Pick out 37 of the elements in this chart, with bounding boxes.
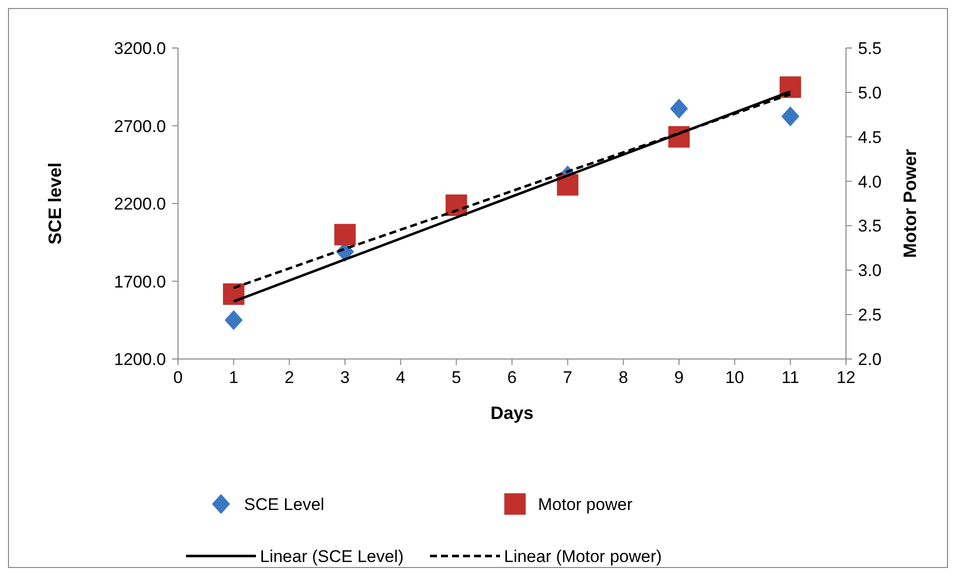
y2-tick-label: 4.5	[858, 128, 882, 147]
x-tick-label: 0	[173, 368, 183, 387]
x-tick-label: 11	[782, 368, 800, 387]
legend-label: Motor power	[538, 495, 633, 514]
legend-label: Linear (SCE Level)	[260, 547, 404, 566]
x-tick-label: 7	[562, 368, 572, 387]
x-tick-label: 8	[618, 368, 628, 387]
x-tick-label: 4	[396, 368, 406, 387]
x-tick-label: 5	[452, 368, 462, 387]
x-axis-title: Days	[490, 403, 534, 423]
point	[224, 310, 243, 330]
y2-axis-title: Motor Power	[900, 148, 920, 258]
x-tick-label: 2	[284, 368, 294, 387]
y2-tick-label: 4.0	[858, 172, 882, 192]
y2-tick-label: 5.5	[858, 39, 882, 58]
point	[334, 224, 356, 246]
y-axis-title: SCE level	[45, 162, 65, 245]
x-tick-label: 6	[507, 368, 517, 387]
y2-tick-label: 2.5	[858, 306, 882, 325]
x-tick-label: 1	[228, 368, 238, 387]
x-tick-label: 3	[340, 368, 350, 387]
y-tick-label: 3200.0	[114, 39, 166, 58]
point	[781, 106, 800, 126]
y-tick-label: 2700.0	[114, 116, 166, 136]
y2-tick-label: 3.0	[858, 261, 882, 280]
y-tick-label: 1700.0	[114, 272, 166, 292]
y2-tick-label: 3.5	[858, 216, 882, 236]
legend-label: SCE Level	[244, 495, 324, 514]
legend-label: Linear (Motor power)	[504, 547, 662, 566]
x-tick-label: 10	[725, 368, 744, 387]
y2-tick-label: 5.0	[858, 83, 882, 102]
y-tick-label: 2200.0	[114, 194, 166, 214]
x-tick-label: 9	[674, 368, 684, 387]
y-tick-label: 1200.0	[114, 350, 166, 369]
point	[670, 98, 688, 119]
x-tick-label: 12	[836, 368, 856, 387]
y2-tick-label: 2.0	[858, 350, 882, 369]
